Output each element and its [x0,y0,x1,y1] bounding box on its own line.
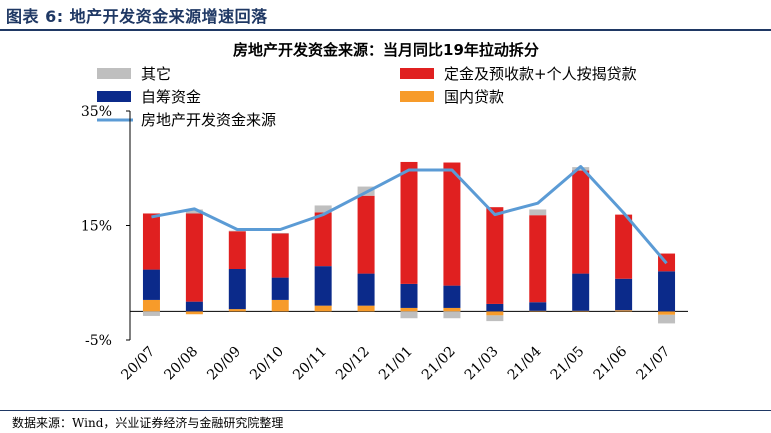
source-note: 数据来源：Wind，兴业证券经济与金融研究院整理 [12,416,284,430]
y-tick-label: 35% [81,104,112,120]
bar-segment [658,311,676,315]
bar-segment [400,161,418,284]
bar-segment [185,213,203,302]
legend-label: 房地产开发资金来源 [141,111,276,129]
x-tick-label: 21/04 [505,343,545,383]
footer-rule [0,410,771,411]
bar-segment [615,310,633,312]
bar-segment [529,310,547,312]
bar-segment [443,285,461,308]
legend-label: 国内贷款 [444,88,504,106]
bar-segment [572,310,590,312]
title-rule [0,29,771,31]
bar-segment [271,299,289,312]
bar-segment [443,162,461,286]
legend-label: 其它 [141,65,171,83]
x-tick-label: 21/06 [591,343,631,383]
bar-segment [228,309,246,312]
x-tick-label: 20/07 [118,344,158,384]
bar-segment [529,302,547,311]
bar-segment [486,311,504,316]
bar-segment [400,283,418,308]
bar-segment [486,303,504,312]
legend-label: 自筹资金 [141,88,201,106]
x-tick-label: 20/12 [333,344,373,384]
bar-segment [271,233,289,278]
x-tick-label: 21/07 [634,344,674,384]
chart-title: 房地产开发资金来源：当月同比19年拉动拆分 [233,41,539,59]
bar-segment [658,314,676,324]
x-tick-label: 20/09 [204,344,244,384]
bar-segment [314,266,332,306]
bar-segment [572,167,590,171]
bar-segment [185,209,203,214]
bar-segment [443,311,461,319]
bar-segment [400,307,418,312]
x-tick-label: 20/11 [290,344,330,384]
bar-segment [314,205,332,213]
bar-segment [185,301,203,312]
bar-segment [314,212,332,267]
legend-swatch [400,91,434,102]
bar-segment [529,209,547,216]
figure-title: 图表 6: 地产开发资金来源增速回落 [6,7,268,26]
x-tick-label: 21/03 [462,344,502,384]
y-tick-label: -5% [85,333,112,349]
bar-segment [314,305,332,312]
line-path [151,165,668,265]
bar-segment [271,232,289,234]
y-tick-label: 15% [81,219,112,235]
bar-segment [400,311,418,319]
line-series [151,165,668,265]
x-tick-labels: 20/07 20/08 20/09 20/10 20/11 20/12 21/01 21/02… [118,343,673,383]
bar-segment [142,269,160,300]
bar-segment [615,214,633,279]
bars [142,161,676,324]
bar-segment [357,195,375,274]
bar-segment [529,215,547,303]
bar-segment [228,269,246,310]
bar-segment [443,307,461,312]
bar-segment [228,231,246,270]
bar-segment [615,278,633,311]
bar-segment [486,315,504,322]
x-tick-label: 21/02 [419,344,459,384]
bar-segment [142,311,160,316]
x-tick-label: 20/08 [161,344,201,384]
bar-segment [572,273,590,311]
bar-segment [185,311,203,315]
bar-segment [142,213,160,270]
legend-label: 定金及预收款+个人按揭贷款 [444,65,637,83]
legend-swatch [400,68,434,79]
bar-segment [572,170,590,274]
x-tick-label: 21/01 [376,344,416,384]
x-tick-label: 20/10 [247,344,287,384]
legend-swatch [97,68,131,79]
legend-swatch [97,91,131,102]
x-tick-label: 21/05 [548,344,588,384]
bar-segment [658,271,676,312]
bar-segment [271,277,289,300]
chart: 房地产开发资金来源：当月同比19年拉动拆分 其它 定金及预收款+个人按揭贷款自筹资… [81,41,688,383]
bar-segment [142,299,160,312]
bar-segment [357,305,375,312]
bar-segment [357,273,375,306]
bar-segment [486,207,504,304]
axes: 35% 15% -5% [81,104,688,349]
